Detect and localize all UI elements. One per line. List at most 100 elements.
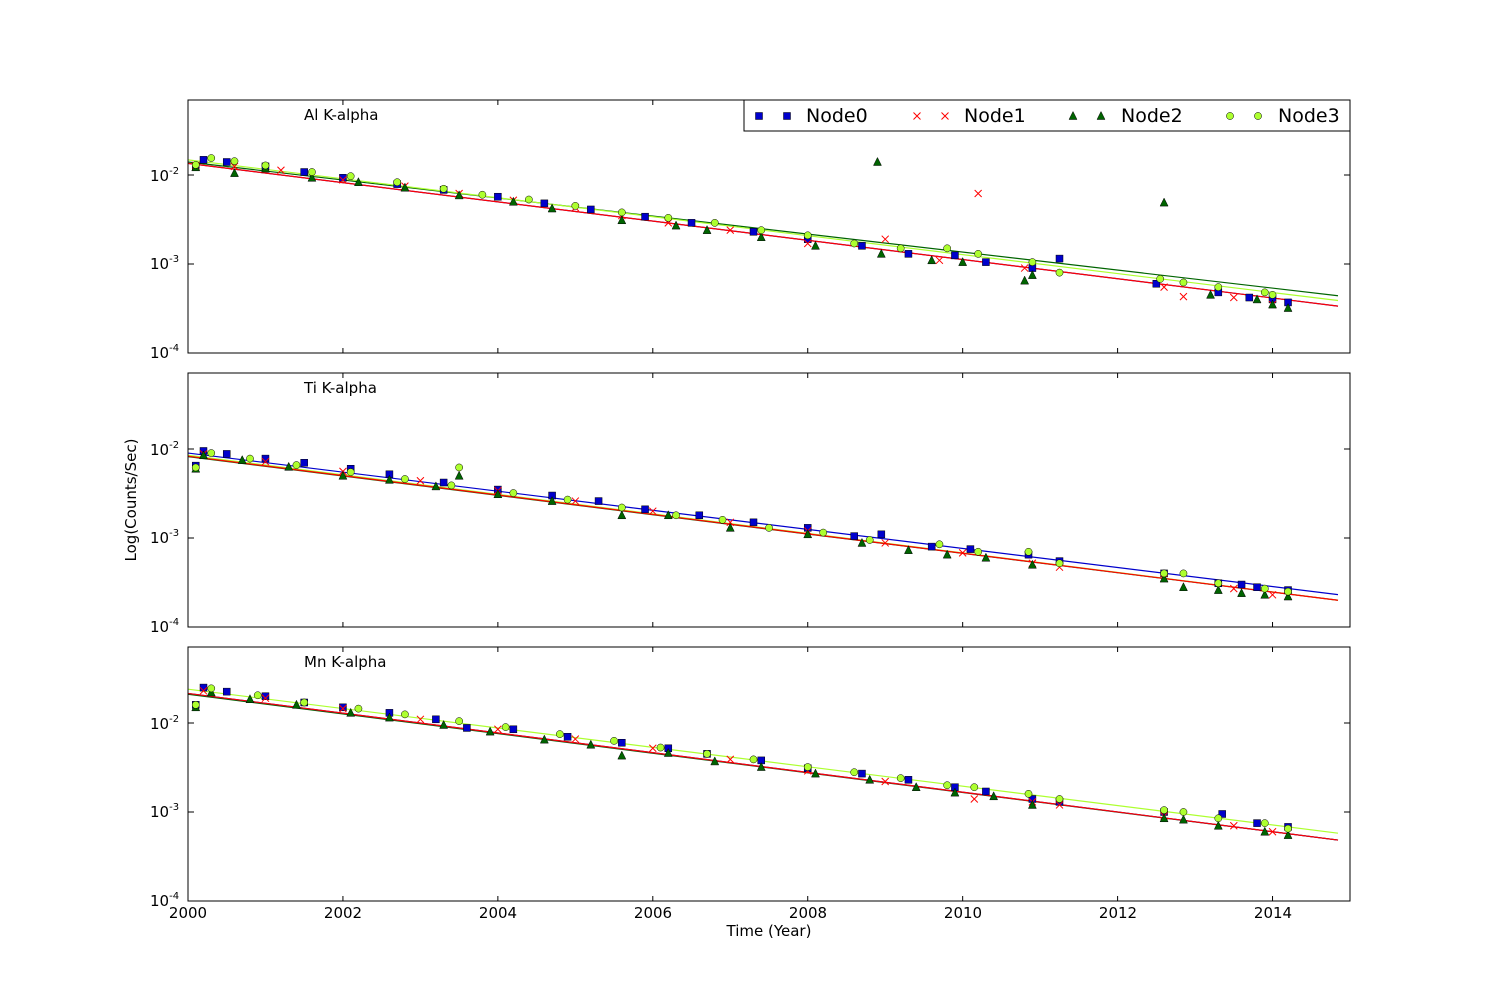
data-point-node2 [199,450,208,460]
data-point-node2-shape [927,255,937,265]
data-point-node3 [1214,283,1223,291]
data-point-node3-shape [1055,559,1064,568]
data-point-node2 [1020,275,1030,285]
data-point-node0 [687,219,696,227]
data-point-node2-shape [989,791,999,801]
y-tick-1e-3: 10-3 [150,802,179,821]
data-point-node3-shape [354,704,363,713]
data-point-node3-shape [749,755,758,764]
data-point-node3-shape [803,231,812,240]
data-point-node2 [1213,585,1223,594]
data-point-node1-shape [339,176,347,184]
data-point-node2-shape [710,756,720,766]
data-point-node1 [970,795,979,803]
data-point-node2 [586,739,596,749]
data-point-node0 [509,725,518,734]
data-point-node1 [339,704,347,713]
data-point-node2-shape [454,190,464,200]
data-point-node2 [811,240,820,250]
x-tick-labels: 2000 2002 2004 2006 2008 2010 2012 2014 [169,904,1292,922]
data-point-node1 [261,457,270,466]
data-point-node3 [865,536,874,544]
data-point-node2-shape [1252,294,1262,304]
data-point-node1 [935,256,944,265]
data-point-node1-shape [881,777,890,786]
data-point-node1 [571,735,580,743]
data-point-node2-shape [547,496,557,505]
data-point-node3-shape [765,524,773,532]
data-point-node3 [439,184,448,193]
data-point-node0-shape [1152,279,1161,288]
data-point-node0-shape [1245,293,1254,302]
data-point-node3 [401,710,409,719]
data-point-node3 [850,239,859,248]
data-point-node1-shape [881,235,890,244]
data-point-node2 [663,747,673,757]
data-point-node2-shape [1027,799,1037,809]
data-point-node0-shape [982,258,990,266]
panel-title: Mn K-alpha [304,653,386,671]
fit-line-node1 [188,455,1339,601]
data-point-node0-shape [509,725,518,734]
data-point-node2-shape [904,545,913,554]
data-point-node2 [508,196,518,206]
data-point-node2-shape [230,168,239,177]
data-point-node0 [432,715,440,724]
data-point-node1 [726,226,735,235]
data-point-node2 [942,549,952,559]
data-point-node2-shape [1283,302,1293,312]
data-point-node3 [1260,584,1269,593]
data-point-node3 [555,730,564,738]
data-point-node3-shape [850,239,859,248]
data-point-node2-shape [1213,820,1223,830]
data-point-node2 [547,203,557,213]
data-point-node3-shape [935,540,944,549]
data-point-node3-shape [1055,795,1064,803]
data-point-node3 [896,774,905,783]
data-point-node3 [191,463,200,472]
data-point-node0 [1253,819,1261,827]
data-point-node2 [1260,826,1270,836]
y-tick-1e-3: 10-3 [150,254,179,273]
data-point-node3-shape [850,768,859,777]
data-point-node3 [509,489,518,497]
data-point-node3-shape [571,202,580,210]
axes-frame [187,372,1351,628]
legend-markers [755,110,1262,120]
data-point-node3 [610,737,618,745]
data-point-node0 [339,703,347,712]
data-point-node0 [199,156,208,164]
data-point-node3-shape [207,684,216,693]
data-point-node0 [1253,583,1261,591]
data-point-node2-shape [663,510,673,520]
legend-marker-node2-shape [1068,110,1078,120]
data-point-node1 [494,725,502,734]
data-point-node2-shape [663,747,673,757]
y-axis-label: Log(Counts/Sec) [122,439,140,562]
data-point-node3-shape [1028,258,1037,266]
data-point-node1 [416,476,425,485]
data-point-node3-shape [191,463,200,472]
data-point-node2-shape [1179,582,1188,591]
data-point-node3 [749,755,758,764]
x-axis-label: Time (Year) [726,922,812,940]
data-point-node2 [811,768,820,778]
x-tick-label: 2002 [324,904,362,922]
data-point-node0-shape [222,450,231,458]
data-point-node2 [284,461,294,471]
data-point-node1-shape [1160,283,1168,291]
data-point-node0 [199,683,208,692]
panel-ti-k-alpha: Ti K-alpha 10-4 10-3 10-2 [150,372,1351,636]
data-point-node0-shape [641,505,649,514]
data-point-node3-shape [253,691,262,700]
data-point-node1-shape [1229,821,1238,830]
data-point-node0-shape [222,687,231,696]
data-point-node1 [726,755,735,764]
data-point-node0 [749,518,758,527]
panel-al-k-alpha: Al K-alpha 10-4 10-3 10-2 [150,99,1351,362]
data-point-node2 [911,782,921,791]
data-point-node0-shape [1237,580,1246,589]
data-point-node2 [400,182,410,192]
data-point-node1 [1055,801,1064,809]
data-point-node1-shape [1268,590,1277,599]
